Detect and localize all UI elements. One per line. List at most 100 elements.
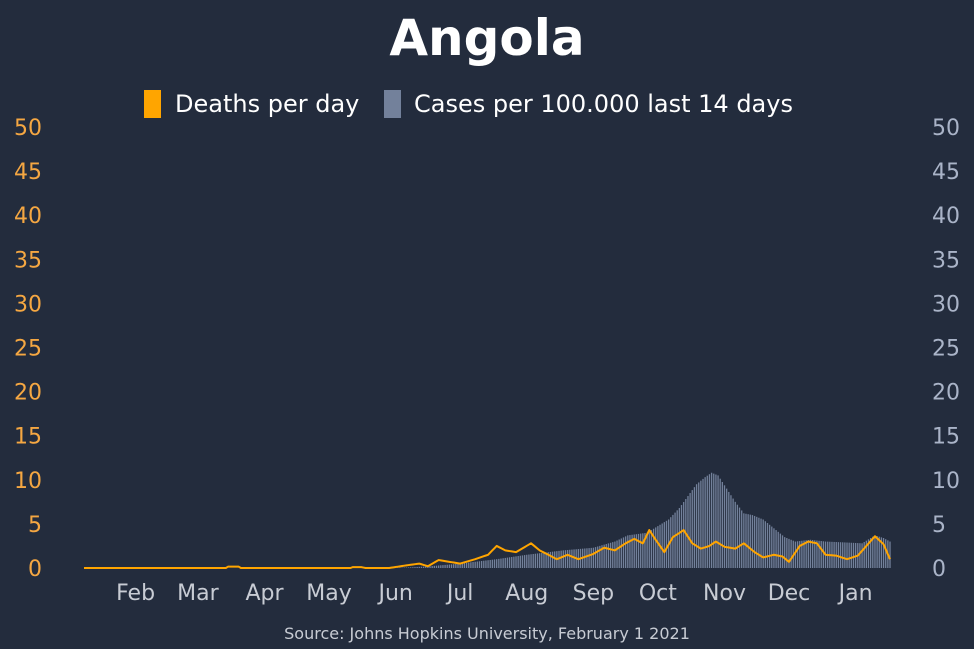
cases-bar	[773, 528, 775, 568]
cases-bar	[455, 563, 457, 568]
cases-bar	[489, 559, 491, 568]
cases-bar	[586, 548, 588, 568]
cases-bar	[588, 548, 590, 568]
cases-bar	[764, 521, 766, 568]
y-left-tick-label: 10	[14, 469, 42, 494]
y-left-tick-label: 35	[14, 248, 42, 273]
cases-bar	[790, 539, 792, 568]
cases-bar	[786, 538, 788, 568]
cases-bar	[457, 563, 459, 568]
y-left-tick-label: 50	[14, 116, 42, 141]
cases-bar	[562, 550, 564, 568]
cases-bar	[597, 546, 599, 568]
cases-bar	[734, 501, 736, 568]
cases-bar	[412, 567, 414, 568]
cases-bar	[416, 566, 418, 568]
cases-bar	[691, 490, 693, 568]
cases-bar	[766, 523, 769, 568]
cases-bar	[429, 566, 431, 568]
source-note: Source: Johns Hopkins University, Februa…	[284, 624, 690, 643]
cases-bar	[603, 544, 605, 568]
cases-bar	[726, 488, 728, 568]
cases-bar	[543, 552, 545, 568]
legend-swatch-cases	[384, 90, 401, 118]
cases-bar	[730, 495, 732, 568]
x-axis: Feb Mar Apr May Jun Jul Aug Sep Oct Nov Dec Jan	[116, 581, 872, 606]
y-right-tick-label: 5	[932, 513, 946, 538]
cases-bar	[844, 542, 846, 568]
cases-bar	[811, 540, 814, 568]
x-tick-label: Aug	[505, 581, 548, 606]
cases-bar	[560, 550, 562, 568]
cases-bar	[564, 550, 567, 568]
x-tick-label: Jul	[445, 581, 474, 606]
cases-bar	[850, 542, 852, 568]
y-right-tick-label: 25	[932, 337, 960, 362]
cases-bar	[848, 542, 850, 568]
cases-bar	[674, 512, 676, 568]
cases-bar	[683, 502, 685, 568]
cases-bar	[753, 515, 756, 568]
cases-bar	[616, 540, 618, 568]
cases-bar	[816, 540, 818, 568]
cases-bar	[480, 561, 483, 568]
cases-bar	[803, 540, 805, 568]
cases-bar	[470, 562, 472, 568]
cases-bar	[508, 557, 511, 568]
cases-bar	[622, 537, 625, 568]
cases-bar	[794, 541, 797, 568]
cases-bar	[818, 540, 820, 568]
y-right-tick-label: 10	[932, 469, 960, 494]
x-tick-label: Mar	[177, 581, 219, 606]
cases-bar	[719, 478, 721, 568]
cases-bar	[607, 543, 610, 568]
cases-bar	[706, 475, 708, 568]
cases-bar	[420, 566, 423, 568]
cases-bar	[713, 473, 715, 568]
cases-bar	[558, 550, 560, 568]
cases-bar	[717, 475, 719, 568]
cases-bar	[631, 534, 633, 568]
cases-bar	[698, 482, 700, 568]
cases-bar	[642, 533, 644, 568]
cases-bar	[431, 566, 433, 568]
cases-bar	[536, 553, 539, 568]
cases-bar	[504, 557, 506, 568]
cases-bar	[640, 533, 642, 568]
cases-bar	[511, 556, 513, 568]
y-axis-right: 0 5 10 15 20 25 30 35 40 45 50	[932, 116, 960, 582]
cases-bar	[700, 480, 702, 568]
cases-bar	[599, 545, 601, 568]
cases-bar	[433, 565, 435, 568]
cases-bar	[592, 547, 595, 568]
y-right-tick-label: 15	[932, 425, 960, 450]
cases-bar	[528, 554, 530, 568]
cases-bar	[438, 565, 440, 568]
y-right-tick-label: 0	[932, 557, 946, 582]
legend-swatch-deaths	[144, 90, 161, 118]
cases-bar	[545, 552, 547, 568]
cases-bar	[861, 543, 863, 568]
cases-bar	[521, 555, 524, 568]
cases-bar	[448, 564, 451, 568]
cases-bar	[633, 534, 635, 568]
cases-bar	[506, 557, 509, 568]
cases-bar	[874, 535, 876, 568]
y-left-tick-label: 15	[14, 425, 42, 450]
cases-bar	[435, 565, 438, 568]
y-left-tick-label: 0	[28, 557, 42, 582]
cases-bar	[650, 530, 653, 568]
cases-bar	[661, 523, 663, 568]
cases-bar	[814, 540, 816, 568]
cases-bar	[842, 542, 844, 568]
cases-bar	[820, 541, 822, 568]
cases-bar	[624, 536, 627, 568]
cases-bar	[839, 542, 842, 568]
cases-bar	[594, 547, 597, 568]
cases-bar	[601, 545, 603, 568]
cases-bar	[534, 553, 537, 568]
cases-bar	[738, 507, 741, 568]
cases-bar	[644, 533, 646, 568]
cases-bar	[672, 514, 674, 568]
cases-bar	[784, 537, 786, 568]
